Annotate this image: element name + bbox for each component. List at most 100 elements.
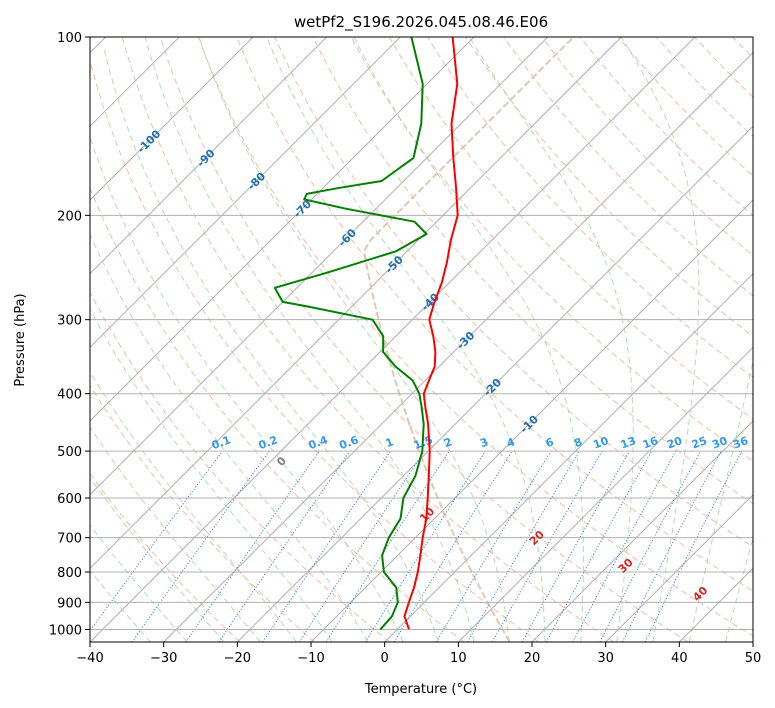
isotherm-line bbox=[236, 125, 753, 642]
isotherm-line bbox=[163, 51, 753, 642]
mixing-ratio-line bbox=[325, 450, 450, 642]
mixing-ratio-line bbox=[599, 450, 701, 642]
mixing-ratio-label: 3 bbox=[478, 435, 490, 450]
mixing-ratio-line bbox=[644, 450, 743, 642]
moist-adiabat-line bbox=[353, 37, 584, 642]
mixing-ratio-line bbox=[262, 450, 392, 642]
isotherm-line bbox=[531, 420, 753, 642]
mixing-ratio-label: 1 bbox=[384, 435, 396, 450]
x-tick-label: 10 bbox=[450, 651, 467, 666]
moist-adiabat-line bbox=[725, 536, 753, 642]
dry-adiabat-line bbox=[90, 384, 316, 642]
dewpoint-profile-line bbox=[273, 37, 428, 631]
x-tick-label: −30 bbox=[150, 651, 177, 666]
moist-adiabat-line bbox=[144, 37, 475, 642]
chart-title: wetPf2_S196.2026.045.08.46.E06 bbox=[294, 13, 548, 32]
isotherm-line bbox=[90, 37, 475, 422]
dry-adiabat-line bbox=[90, 186, 465, 642]
mixing-ratio-line bbox=[393, 450, 513, 642]
isotherm-line bbox=[90, 37, 401, 349]
isotherm-line bbox=[90, 37, 254, 201]
isotherm-line bbox=[605, 493, 753, 642]
isotherm-line bbox=[90, 37, 696, 642]
y-tick-label: 800 bbox=[57, 566, 82, 581]
dry-adiabat-line bbox=[90, 472, 241, 642]
mixing-ratio-label: 20 bbox=[665, 434, 684, 452]
dry-adiabat-line bbox=[503, 37, 753, 297]
x-tick-label: −40 bbox=[76, 651, 103, 666]
mixing-ratio-line bbox=[131, 450, 270, 642]
isotherm-line bbox=[90, 37, 328, 275]
y-tick-label: 200 bbox=[57, 209, 82, 224]
mixing-ratio-line bbox=[298, 450, 425, 642]
x-tick-label: 0 bbox=[381, 651, 389, 666]
mixing-ratio-line bbox=[545, 450, 653, 642]
moist-adiabat-line bbox=[90, 308, 333, 642]
mixing-ratio-label: 4 bbox=[505, 435, 517, 450]
dry-adiabat-line bbox=[388, 37, 753, 420]
moist-adiabat-line bbox=[90, 426, 261, 642]
y-tick-label: 500 bbox=[57, 445, 82, 460]
mixing-ratio-label: 6 bbox=[544, 435, 556, 450]
isotherm-line bbox=[90, 37, 549, 496]
x-tick-label: −20 bbox=[224, 651, 251, 666]
moist-adiabat-line bbox=[90, 476, 225, 642]
standard-atmosphere-line bbox=[362, 37, 575, 642]
dry-adiabat-line bbox=[426, 37, 753, 378]
dry-adiabat-line bbox=[159, 37, 689, 642]
mixing-ratio-label: 2 bbox=[442, 435, 454, 450]
moist-adiabat-line bbox=[469, 37, 634, 642]
dry-adiabat-line bbox=[274, 37, 753, 548]
dry-adiabat-line bbox=[312, 37, 753, 505]
y-axis-label: Pressure (hPa) bbox=[13, 293, 28, 386]
mixing-ratio-label: 0.2 bbox=[257, 433, 280, 452]
x-tick-label: 20 bbox=[524, 651, 541, 666]
y-tick-label: 100 bbox=[57, 31, 82, 46]
dry-adiabat-line bbox=[121, 37, 614, 642]
x-tick-label: −10 bbox=[297, 651, 324, 666]
mixing-ratio-label: 8 bbox=[572, 435, 584, 450]
mixing-ratio-label: 36 bbox=[731, 434, 750, 452]
isotherm-line bbox=[457, 346, 753, 642]
mixing-ratio-line bbox=[621, 450, 722, 642]
mixing-ratio-label: 16 bbox=[641, 434, 660, 452]
plot-frame bbox=[89, 36, 754, 643]
moist-adiabat-line bbox=[90, 135, 404, 642]
moist-adiabat-line bbox=[198, 37, 510, 642]
x-axis-label: Temperature (°C) bbox=[364, 682, 477, 697]
mixing-ratio-line bbox=[364, 450, 486, 642]
x-tick-label: 30 bbox=[597, 651, 614, 666]
moist-adiabat-line bbox=[90, 232, 369, 642]
mixing-ratio-label: 0.4 bbox=[307, 433, 330, 452]
temperature-profile-line bbox=[403, 37, 459, 630]
mixing-ratio-label: 0.6 bbox=[338, 433, 361, 452]
y-tick-label: 400 bbox=[57, 388, 82, 403]
dry-adiabat-line bbox=[350, 37, 753, 462]
moist-adiabat-line bbox=[266, 37, 546, 642]
mixing-ratio-line bbox=[435, 450, 552, 642]
mixing-ratio-line bbox=[90, 450, 223, 632]
x-tick-label: 40 bbox=[671, 651, 688, 666]
y-tick-label: 700 bbox=[57, 532, 82, 547]
mixing-ratio-label: 10 bbox=[591, 434, 610, 452]
mixing-ratio-label: 0.1 bbox=[210, 433, 233, 452]
isotherm-line bbox=[310, 199, 753, 642]
isotherm-line bbox=[90, 37, 622, 570]
y-tick-label: 900 bbox=[57, 596, 82, 611]
dry-adiabat-line bbox=[236, 37, 753, 592]
dry-adiabat-line bbox=[465, 37, 753, 338]
y-tick-label: 300 bbox=[57, 314, 82, 329]
moist-adiabat-line bbox=[688, 358, 753, 642]
dry-adiabat-line bbox=[90, 59, 540, 642]
y-tick-label: 600 bbox=[57, 492, 82, 507]
moist-adiabat-line bbox=[620, 37, 700, 642]
mixing-ratio-label: 30 bbox=[710, 434, 729, 452]
isotherm-line bbox=[384, 272, 753, 642]
x-tick-label: 50 bbox=[745, 651, 762, 666]
mixing-ratio-label: 13 bbox=[619, 434, 638, 451]
mixing-ratio-line bbox=[467, 450, 580, 642]
dry-adiabat-line bbox=[90, 291, 390, 642]
mixing-ratio-label: 25 bbox=[690, 434, 709, 451]
y-tick-label: 1000 bbox=[49, 623, 82, 638]
